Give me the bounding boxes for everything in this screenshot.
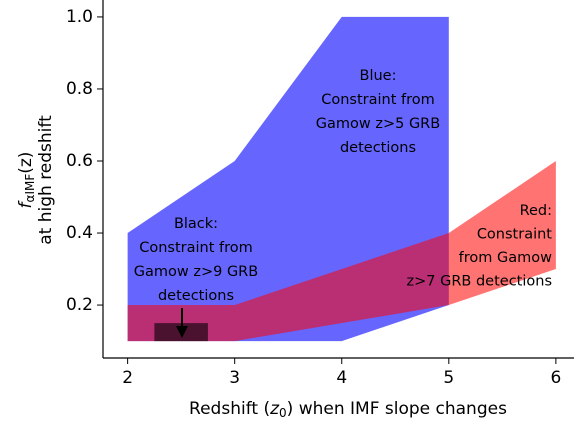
region-red <box>127 160 556 342</box>
x-tick-label: 6 <box>550 368 561 388</box>
annotation-text: Constraint from <box>139 240 253 256</box>
x-tick-label: 3 <box>229 368 240 388</box>
annotation-text: z>7 GRB detections <box>407 274 553 290</box>
annotation-text: Blue: <box>360 68 397 84</box>
annotation-text: Constraint <box>477 227 552 243</box>
annotation-text: from Gamow <box>459 250 552 266</box>
arrow-head <box>176 326 188 338</box>
annotation-text: Constraint from <box>321 92 435 108</box>
y-axis-label: fαIMF(z) at high redshift <box>16 115 56 245</box>
y-tick-label: 1.0 <box>66 7 93 27</box>
y-tick-label: 0.4 <box>66 223 93 243</box>
annotation-text: Gamow z>5 GRB <box>316 116 440 132</box>
y-axis-label-line2: at high redshift <box>36 115 56 245</box>
y-axis-label-line1: fαIMF(z) <box>16 152 37 209</box>
y-tick-label: 0.8 <box>66 79 93 99</box>
y-tick-label: 0.6 <box>66 151 93 171</box>
annotation-text: detections <box>158 288 234 304</box>
annotation-text: detections <box>340 140 416 156</box>
x-tick-label: 4 <box>336 368 347 388</box>
y-tick-label: 0.2 <box>66 295 93 315</box>
x-tick-label: 2 <box>122 368 133 388</box>
annotation-text: Black: <box>174 216 218 232</box>
annotation-text: Gamow z>9 GRB <box>134 264 258 280</box>
x-axis-label: Redshift (z0) when IMF slope changes <box>189 399 507 420</box>
annotation-text: Red: <box>520 203 552 219</box>
x-tick-label: 5 <box>443 368 454 388</box>
